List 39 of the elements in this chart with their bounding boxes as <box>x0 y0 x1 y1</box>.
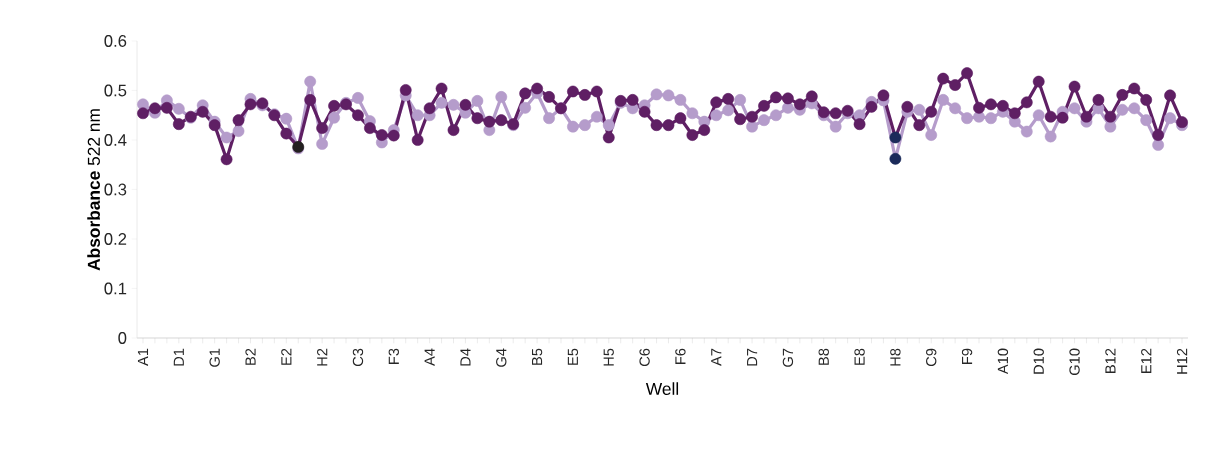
x-tick-label: F9 <box>961 348 973 364</box>
y-tick-label: 0.3 <box>104 183 127 196</box>
x-tick-label: H5 <box>603 348 614 366</box>
x-tick-label: C6 <box>639 348 650 367</box>
x-tick-label: D4 <box>460 348 471 366</box>
y-tick-label: 0.6 <box>104 35 127 47</box>
x-tick-label: E8 <box>854 348 865 365</box>
x-tick-label: E2 <box>281 348 292 365</box>
x-tick-label: H12 <box>1176 348 1188 374</box>
x-tick-label: E5 <box>567 348 579 365</box>
x-tick-label: H2 <box>317 348 328 366</box>
x-tick-label: G10 <box>1069 348 1080 376</box>
x-tick-label: F6 <box>675 348 686 364</box>
x-tick-label: B2 <box>245 348 256 365</box>
x-tick-label: G7 <box>782 348 794 367</box>
y-tick-label: 0.2 <box>104 233 127 245</box>
x-tick-label: B12 <box>1105 348 1116 373</box>
x-tick-label: F3 <box>388 348 399 364</box>
x-tick-label: H8 <box>890 348 901 366</box>
y-tick-label: 0.1 <box>104 282 127 295</box>
x-tick-label: G4 <box>496 348 507 367</box>
x-tick-label: G1 <box>209 348 220 367</box>
x-tick-label: A7 <box>711 348 722 366</box>
x-tick-label: B8 <box>818 348 829 365</box>
x-tick-label: D7 <box>747 348 758 366</box>
x-tick-label: A1 <box>137 348 149 366</box>
x-tick-label: C9 <box>926 348 937 367</box>
x-tick-label: B5 <box>532 348 543 365</box>
y-tick-label: 0.4 <box>104 134 127 146</box>
x-tick-label: A4 <box>424 348 435 366</box>
x-tick-label: D10 <box>1033 348 1044 374</box>
y-tick-label: 0.5 <box>104 84 127 97</box>
x-tick-label: D1 <box>173 348 184 366</box>
x-tick-label: E12 <box>1141 348 1152 373</box>
x-tick-label: A10 <box>997 348 1009 375</box>
y-tick-label: 0 <box>118 332 127 344</box>
x-tick-label: C3 <box>352 348 364 367</box>
x-axis-title: Well <box>645 382 679 395</box>
y-axis-title: Absorbance 522 nm <box>87 109 100 271</box>
